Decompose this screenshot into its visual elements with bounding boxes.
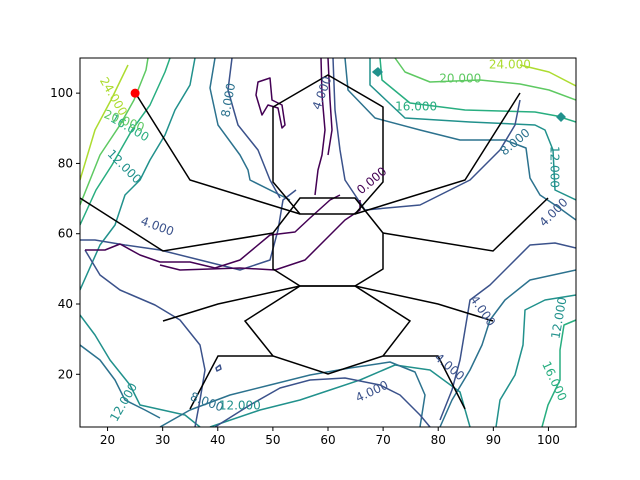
contour-lines <box>80 58 576 427</box>
contour-level-8-top <box>209 58 291 201</box>
contour-level-20-right <box>394 58 576 101</box>
contour-level-24-left <box>80 64 129 181</box>
skeleton-arm-right <box>382 197 549 252</box>
contour-level-8-left <box>80 344 161 419</box>
contour-label: 12.000 <box>547 146 561 188</box>
contour-level-0-left <box>85 194 341 269</box>
contour-level-12-bottom-right <box>495 294 576 427</box>
contour-level-12-right <box>369 58 576 201</box>
contour-level-4-left <box>80 189 297 271</box>
contour-level-16-left <box>80 58 171 226</box>
contour-level-4-blob <box>215 364 222 372</box>
contour-label: 12.000 <box>219 398 261 412</box>
skeleton-arm-upper-left <box>135 93 301 215</box>
contour-label: 16.000 <box>539 359 569 403</box>
contour-label: 4.000 <box>353 378 390 405</box>
contour-level-16-bottom-right <box>541 319 576 427</box>
y-tick-label: 80 <box>58 156 73 170</box>
skeleton-arm-left <box>80 197 274 252</box>
x-tick-label: 20 <box>100 433 115 447</box>
y-tick-label: 60 <box>58 227 73 241</box>
contour-label: 0.000 <box>354 164 389 197</box>
x-tick-label: 100 <box>537 433 560 447</box>
contour-blob-right-a <box>372 67 383 77</box>
y-tick-label: 20 <box>58 367 73 381</box>
contour-level-24-right <box>519 64 576 87</box>
contour-level-8-bottom-right <box>439 269 576 427</box>
contour-level-0-stem <box>314 58 333 196</box>
skeleton-arm-lower-left <box>162 285 301 322</box>
contour-label: 16.000 <box>395 100 437 114</box>
contour-level-4-bottom <box>84 249 206 427</box>
contour-level-8-bottom <box>159 361 426 427</box>
contour-label: 12.000 <box>548 296 569 340</box>
contour-level-12-bottom-mid <box>209 364 471 427</box>
contour-blob-right-b <box>556 112 566 122</box>
x-tick-label: 90 <box>486 433 501 447</box>
x-tick-label: 50 <box>265 433 280 447</box>
skeleton-bottom-hexagon <box>243 285 412 375</box>
contour-label: 4.000 <box>139 214 176 239</box>
contour-level-12-bottom-left <box>80 314 201 427</box>
x-tick-label: 80 <box>431 433 446 447</box>
x-tick-label: 60 <box>320 433 335 447</box>
skeleton-arm-lower-right <box>354 285 494 322</box>
contour-level-4-bottom-mid <box>214 377 431 427</box>
x-tick-label: 30 <box>155 433 170 447</box>
x-tick-label: 70 <box>375 433 390 447</box>
skeleton-arm-bottom-right <box>383 355 466 410</box>
contour-level-20-left <box>80 58 149 206</box>
contour-label: 12.000 <box>107 380 140 423</box>
y-tick-label: 40 <box>58 297 73 311</box>
contour-label: 24.000 <box>489 58 531 72</box>
contour-level-4-right <box>439 242 576 421</box>
start-point-marker <box>130 88 140 98</box>
contour-level-4-top <box>227 58 281 199</box>
skeleton-top-hexagon <box>272 74 384 215</box>
contour-level-0-upper <box>255 77 286 129</box>
contour-level-12-left <box>80 58 196 291</box>
contour-label: 8.000 <box>218 82 238 118</box>
x-axis-ticks: 20 30 40 50 60 70 80 90 100 <box>100 427 560 447</box>
contour-label: 20.000 <box>439 72 481 86</box>
y-axis-ticks: 20 40 60 80 100 <box>50 86 80 381</box>
marker-layer <box>130 88 140 98</box>
contour-label: 4.000 <box>467 293 498 329</box>
skeleton-graph <box>80 74 549 410</box>
contour-level-4-top-right <box>332 58 521 211</box>
y-tick-label: 100 <box>50 86 73 100</box>
skeleton-arm-bottom-left <box>189 355 273 410</box>
x-tick-label: 40 <box>210 433 225 447</box>
skeleton-arm-upper-right <box>354 92 521 215</box>
